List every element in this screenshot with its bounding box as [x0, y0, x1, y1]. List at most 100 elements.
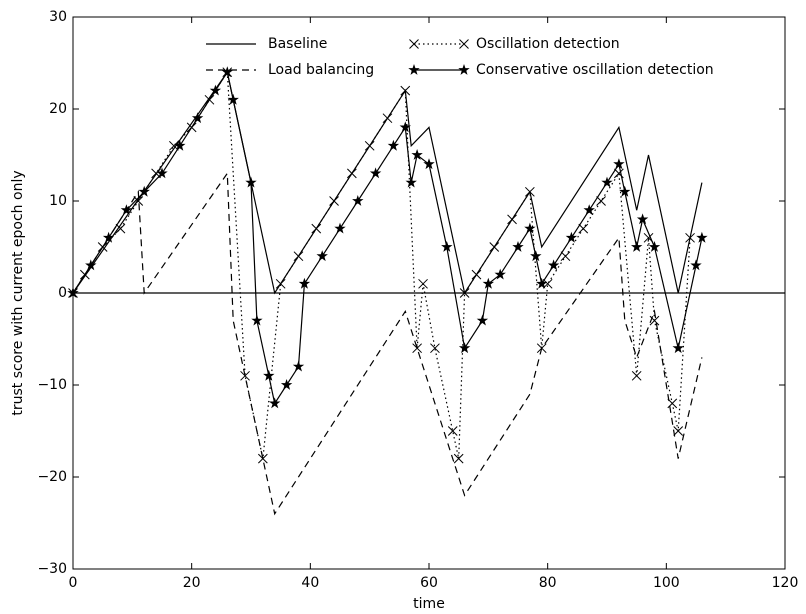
marker — [578, 223, 589, 234]
marker-stroke — [459, 39, 469, 49]
marker — [648, 241, 661, 252]
marker-stroke — [649, 315, 660, 326]
legend-label: Oscillation detection — [476, 36, 620, 52]
marker — [649, 315, 660, 326]
x-tick-label: 20 — [183, 575, 201, 591]
y-axis-label: trust score with current epoch only — [10, 170, 26, 415]
marker-stroke — [400, 85, 411, 96]
series-line — [72, 70, 703, 405]
marker-stroke — [459, 288, 470, 298]
marker — [619, 185, 631, 197]
marker — [156, 167, 168, 179]
x-tick-label: 120 — [772, 575, 799, 591]
marker — [221, 66, 233, 78]
marker — [334, 222, 346, 234]
marker — [547, 259, 560, 271]
marker — [133, 196, 144, 206]
marker — [292, 360, 305, 372]
marker — [138, 185, 150, 197]
marker-stroke — [169, 140, 179, 151]
marker-stroke — [382, 113, 393, 124]
marker — [524, 222, 536, 234]
marker — [251, 314, 263, 326]
marker-stroke — [430, 343, 440, 354]
marker-stroke — [240, 370, 250, 381]
marker — [405, 176, 417, 188]
marker — [690, 259, 702, 271]
marker — [459, 288, 470, 298]
marker — [263, 369, 275, 381]
x-tick-label: 100 — [653, 575, 680, 591]
marker — [102, 231, 115, 243]
marker-stroke — [293, 251, 304, 262]
marker-stroke — [596, 196, 606, 206]
marker-stroke — [453, 453, 464, 464]
y-tick-label: −30 — [37, 561, 67, 577]
marker — [191, 112, 204, 124]
y-tick-label: 30 — [49, 9, 67, 25]
y-tick-label: −20 — [37, 469, 67, 485]
marker — [512, 241, 524, 252]
marker — [565, 231, 578, 243]
marker-stroke — [667, 398, 678, 409]
y-tick-label: −10 — [37, 377, 67, 393]
marker-stroke — [275, 278, 286, 289]
marker — [685, 232, 695, 243]
marker — [583, 204, 595, 216]
marker — [352, 195, 364, 206]
marker-stroke — [347, 168, 357, 179]
marker — [364, 140, 375, 151]
marker-stroke — [525, 186, 535, 197]
x-axis-label: time — [413, 596, 445, 612]
marker — [411, 149, 423, 160]
marker — [258, 453, 268, 464]
marker — [459, 39, 469, 49]
marker-stroke — [329, 196, 339, 206]
marker — [601, 176, 613, 188]
x-tick-label: 60 — [420, 575, 438, 591]
marker — [673, 426, 684, 436]
marker-stroke — [133, 196, 144, 206]
marker — [209, 84, 222, 96]
x-tick-label: 0 — [69, 575, 78, 591]
marker — [672, 342, 684, 354]
marker — [369, 167, 382, 179]
legend-label: Conservative oscillation detection — [476, 62, 714, 78]
legend-label: Load balancing — [268, 62, 374, 78]
marker — [115, 223, 126, 234]
marker — [240, 370, 250, 381]
marker — [489, 242, 500, 252]
marker-stroke — [151, 168, 161, 179]
marker — [298, 277, 311, 289]
marker-stroke — [560, 251, 571, 262]
marker-stroke — [614, 168, 624, 179]
marker — [423, 158, 435, 170]
marker — [536, 343, 547, 354]
series-line — [72, 171, 703, 516]
marker — [631, 370, 642, 381]
marker — [67, 287, 79, 298]
marker — [494, 268, 506, 280]
marker — [275, 278, 286, 289]
marker — [347, 168, 357, 179]
marker — [412, 343, 422, 354]
marker-stroke — [258, 453, 268, 464]
marker — [430, 343, 440, 354]
marker-stroke — [412, 343, 422, 354]
marker-stroke — [685, 232, 695, 243]
marker — [280, 379, 293, 390]
x-tick-label: 40 — [301, 575, 319, 591]
marker — [408, 64, 420, 75]
marker — [311, 223, 322, 234]
marker — [120, 204, 133, 216]
marker-stroke — [578, 223, 589, 234]
marker-stroke — [536, 343, 547, 354]
marker-stroke — [643, 232, 654, 243]
marker — [293, 251, 304, 262]
marker — [409, 39, 419, 49]
marker — [382, 113, 393, 124]
marker — [458, 64, 470, 75]
marker — [560, 251, 571, 262]
marker — [636, 213, 649, 225]
